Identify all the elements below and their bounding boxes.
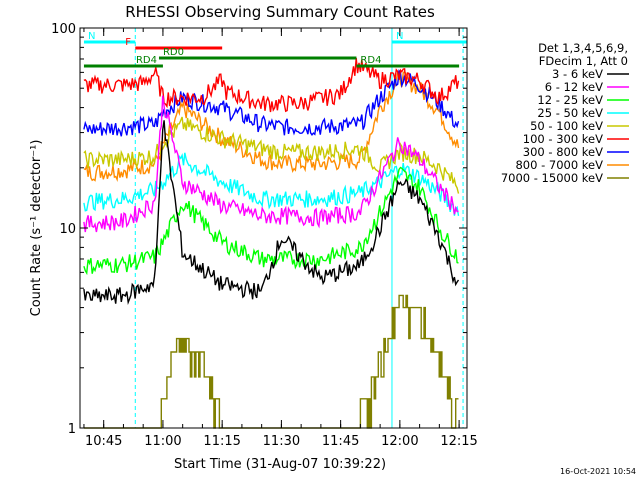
x-tick-label: 11:00 <box>144 434 181 449</box>
x-tick-label: 11:15 <box>203 434 240 449</box>
y-tick-label: 100 <box>51 22 76 37</box>
series-line-100-300-kev <box>83 57 460 113</box>
axes: 10:45 11:00 11:15 11:30 11:45 12:00 12:15 1 10 10… <box>51 22 478 449</box>
legend: Det 1,3,4,5,6,9, FDecim 1, Att 0 3 - 6 k… <box>501 41 629 185</box>
chart-title: RHESSI Observing Summary Count Rates <box>125 3 435 21</box>
flag-label-rd4-6: RD4 <box>360 55 381 66</box>
flag-label-n-2: N <box>396 31 403 42</box>
legend-entry-label: 12 - 25 keV <box>537 93 603 107</box>
flag-label-rd0-4: RD0 <box>163 47 184 58</box>
flag-label-n-1: N <box>88 31 95 42</box>
plot-area <box>83 28 464 429</box>
legend-entry-label: 50 - 100 keV <box>530 119 603 133</box>
series-line-50-100-kev <box>83 116 460 194</box>
x-tick-label: 11:30 <box>263 434 300 449</box>
flag-label-f-3: F <box>125 37 131 48</box>
x-tick-label: 12:00 <box>381 434 418 449</box>
y-tick-label: 10 <box>59 222 76 237</box>
footer-timestamp: 16-Oct-2021 10:54 <box>560 467 636 476</box>
legend-entry-label: 6 - 12 keV <box>545 80 603 94</box>
series-line-12-25-kev <box>83 166 459 276</box>
legend-entry-label: 25 - 50 keV <box>537 106 603 120</box>
y-axis-label: Count Rate (s⁻¹ detector⁻¹) <box>29 140 44 317</box>
flag-bars: N N F RD0 RD4 RD4 <box>83 31 467 68</box>
x-tick-label: 10:45 <box>85 434 122 449</box>
series-line-25-50-kev <box>83 152 460 217</box>
series-line-3-6-kev <box>83 120 460 305</box>
legend-entry-label: 7000 - 15000 keV <box>501 171 603 185</box>
legend-entry-label: 800 - 7000 keV <box>515 158 603 172</box>
x-tick-label: 11:45 <box>322 434 359 449</box>
y-tick-label: 1 <box>68 422 76 437</box>
x-axis-label: Start Time (31-Aug-07 10:39:22) <box>174 457 386 472</box>
series-line-6-12-kev <box>83 95 459 233</box>
series-line-300-800-kev <box>83 69 460 137</box>
legend-entry-label: 300 - 800 keV <box>523 145 603 159</box>
legend-entry-label: 100 - 300 keV <box>523 132 603 146</box>
flag-label-rd4-5: RD4 <box>136 55 157 66</box>
series-line-7000-15000-kev <box>83 294 459 429</box>
x-tick-label: 12:15 <box>440 434 477 449</box>
legend-entry-label: 3 - 6 keV <box>552 67 603 81</box>
legend-header-line1: Det 1,3,4,5,6,9, <box>538 41 628 55</box>
legend-header-line2: FDecim 1, Att 0 <box>539 54 628 68</box>
